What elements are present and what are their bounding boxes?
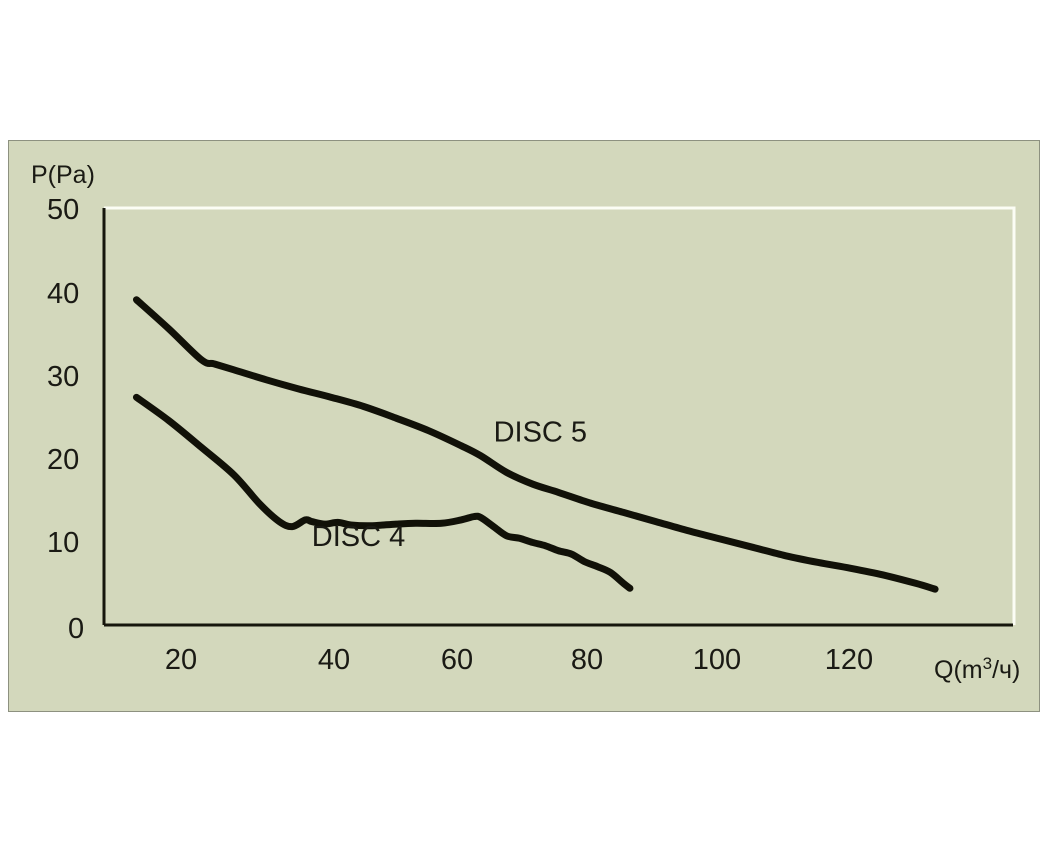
series-line-disc-4 [132, 393, 634, 592]
x-tick-label-40: 40 [318, 644, 350, 676]
x-axis-title-tail: /ч) [992, 656, 1020, 684]
series-label-disc-5: DISC 5 [494, 417, 587, 449]
x-axis-title-superscript: 3 [983, 654, 992, 673]
x-tick-label-20: 20 [165, 644, 197, 676]
fan-performance-chart: P(Pa) 50 40 30 20 10 0 20 40 60 80 100 1… [31, 161, 1020, 684]
y-tick-label-0: 0 [68, 613, 84, 645]
y-axis-title: P(Pa) [31, 161, 95, 189]
plot-frame-highlight [104, 206, 1016, 625]
x-tick-label-80: 80 [571, 644, 603, 676]
chart-panel: P(Pa) 50 40 30 20 10 0 20 40 60 80 100 1… [8, 140, 1040, 712]
y-tick-label-10: 10 [47, 527, 79, 559]
x-axis-title: Q(m3/ч) [934, 654, 1020, 684]
y-tick-label-20: 20 [47, 444, 79, 476]
series-line-disc-5 [132, 296, 939, 593]
x-axis-title-main: Q(m [934, 656, 983, 684]
x-tick-label-60: 60 [441, 644, 473, 676]
y-tick-label-40: 40 [47, 278, 79, 310]
y-tick-label-30: 30 [47, 361, 79, 393]
series-label-disc-4: DISC 4 [312, 521, 405, 553]
y-tick-label-50: 50 [47, 194, 79, 226]
x-tick-label-100: 100 [693, 644, 741, 676]
x-tick-label-120: 120 [825, 644, 873, 676]
